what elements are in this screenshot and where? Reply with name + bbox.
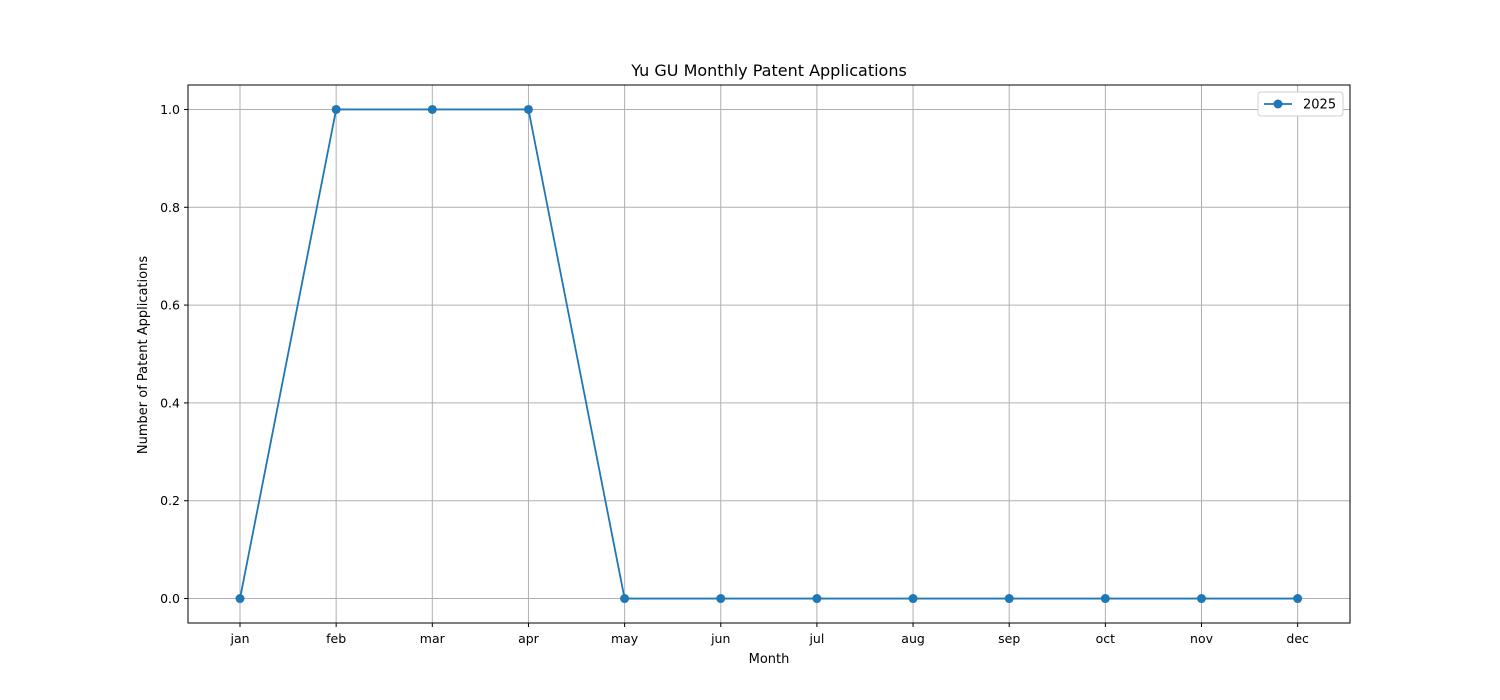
x-tick-label: jan (229, 631, 249, 646)
x-tick-label: feb (326, 631, 346, 646)
y-tick-label: 0.6 (160, 298, 180, 313)
y-tick-label: 0.2 (160, 493, 180, 508)
y-axis-label: Number of Patent Applications (136, 256, 151, 454)
x-tick-label: jul (808, 631, 824, 646)
x-tick-label: jun (710, 631, 730, 646)
data-point (812, 594, 821, 603)
data-point (620, 594, 629, 603)
data-point (524, 105, 533, 114)
data-point (1293, 594, 1302, 603)
data-point (332, 105, 341, 114)
data-point (428, 105, 437, 114)
y-tick-label: 1.0 (160, 102, 180, 117)
x-tick-label: may (611, 631, 639, 646)
y-tick-label: 0.8 (160, 200, 180, 215)
grid (188, 85, 1350, 623)
axes (184, 85, 1350, 627)
x-tick-label: apr (518, 631, 540, 646)
legend: 2025 (1258, 92, 1343, 116)
data-point (909, 594, 918, 603)
plot-frame (188, 85, 1350, 623)
data-point (1005, 594, 1014, 603)
legend-label: 2025 (1303, 98, 1336, 113)
tick-labels: jan feb mar apr may jun jul aug sep oct nov dec 0.0 0… (160, 102, 1309, 646)
data-point (1197, 594, 1206, 603)
x-tick-label: mar (420, 631, 446, 646)
chart-title: Yu GU Monthly Patent Applications (630, 61, 907, 80)
x-tick-label: dec (1286, 631, 1309, 646)
y-tick-label: 0.0 (160, 591, 180, 606)
data-point (236, 594, 245, 603)
series-layer (236, 105, 1303, 603)
legend-marker (1274, 100, 1283, 109)
x-tick-label: sep (998, 631, 1020, 646)
x-tick-label: aug (901, 631, 925, 646)
y-tick-label: 0.4 (160, 395, 180, 410)
x-tick-label: oct (1096, 631, 1116, 646)
x-tick-label: nov (1190, 631, 1214, 646)
data-point (1101, 594, 1110, 603)
x-axis-label: Month (749, 652, 790, 667)
data-point (716, 594, 725, 603)
series-line (240, 109, 1298, 598)
